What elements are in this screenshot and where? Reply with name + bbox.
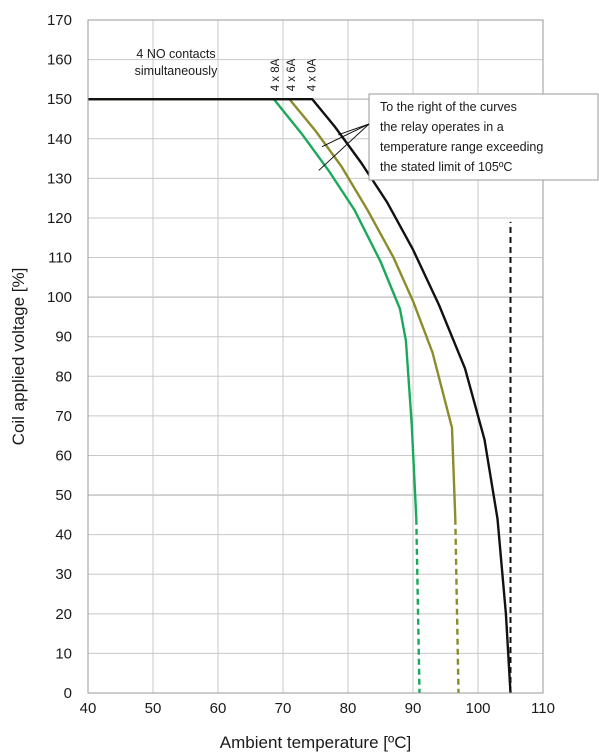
x-tick-label: 70 [275,700,292,717]
y-tick-label: 130 [47,170,72,187]
callout-box [368,93,599,181]
tick-labels: 0 10 20 30 40 50 60 70 80 90 100 110 120 130 140 150 160… [47,12,555,717]
callout-pointer [338,123,370,136]
y-tick-label: 160 [47,52,72,69]
y-tick-label: 80 [55,368,72,385]
callout-line-4: the stated limit of 105ºC [380,160,512,174]
callout-pointers [318,123,370,171]
callout-line-1: To the right of the curves [380,100,517,114]
callout-pointer [321,123,370,148]
x-tick-label: 60 [210,700,227,717]
y-tick-label: 0 [64,685,72,702]
y-tick-label: 110 [48,250,72,267]
y-tick-label: 10 [55,645,72,662]
y-tick-label: 40 [55,527,72,544]
series-line-1 [88,97,457,519]
curve-label-6a: 4 x 6A [286,58,298,91]
y-tick-label: 60 [55,447,72,464]
y-tick-label: 100 [47,289,72,306]
contacts-note-line-1: 4 NO contacts [136,47,215,61]
callout-note: To the right of the curves the relay ope… [318,93,599,181]
callout-pointer [318,123,370,171]
callout-line-3: temperature range exceeding [380,140,543,154]
x-tick-label: 40 [80,700,97,717]
x-tick-label: 110 [531,700,555,717]
y-tick-label: 70 [55,408,72,425]
series-dashed-0 [415,518,421,694]
series-line-2 [88,97,512,694]
x-tick-label: 90 [405,700,422,717]
x-tick-label: 50 [145,700,162,717]
x-tick-label: 80 [340,700,357,717]
y-tick-label: 20 [55,606,72,623]
y-tick-label: 170 [47,12,72,29]
x-tick-label: 100 [465,700,490,717]
curve-label-0a: 4 x 0A [307,58,319,91]
contacts-note-line-2: simultaneously [135,64,218,78]
y-tick-label: 150 [47,91,72,108]
y-tick-label: 50 [55,487,72,504]
y-tick-label: 120 [47,210,72,227]
plot-frame [87,19,544,694]
y-tick-label: 90 [55,329,72,346]
x-axis-title: Ambient temperature [ºC] [220,733,411,752]
series-dashed-1 [454,518,460,694]
y-tick-label: 140 [47,131,72,148]
series-line-0 [88,97,418,519]
callout-line-2: the relay operates in a [380,120,504,134]
curve-label-8a: 4 x 8A [270,58,282,91]
y-tick-label: 30 [55,566,72,583]
curves [88,97,512,694]
y-axis-title: Coil applied voltage [%] [9,268,28,446]
